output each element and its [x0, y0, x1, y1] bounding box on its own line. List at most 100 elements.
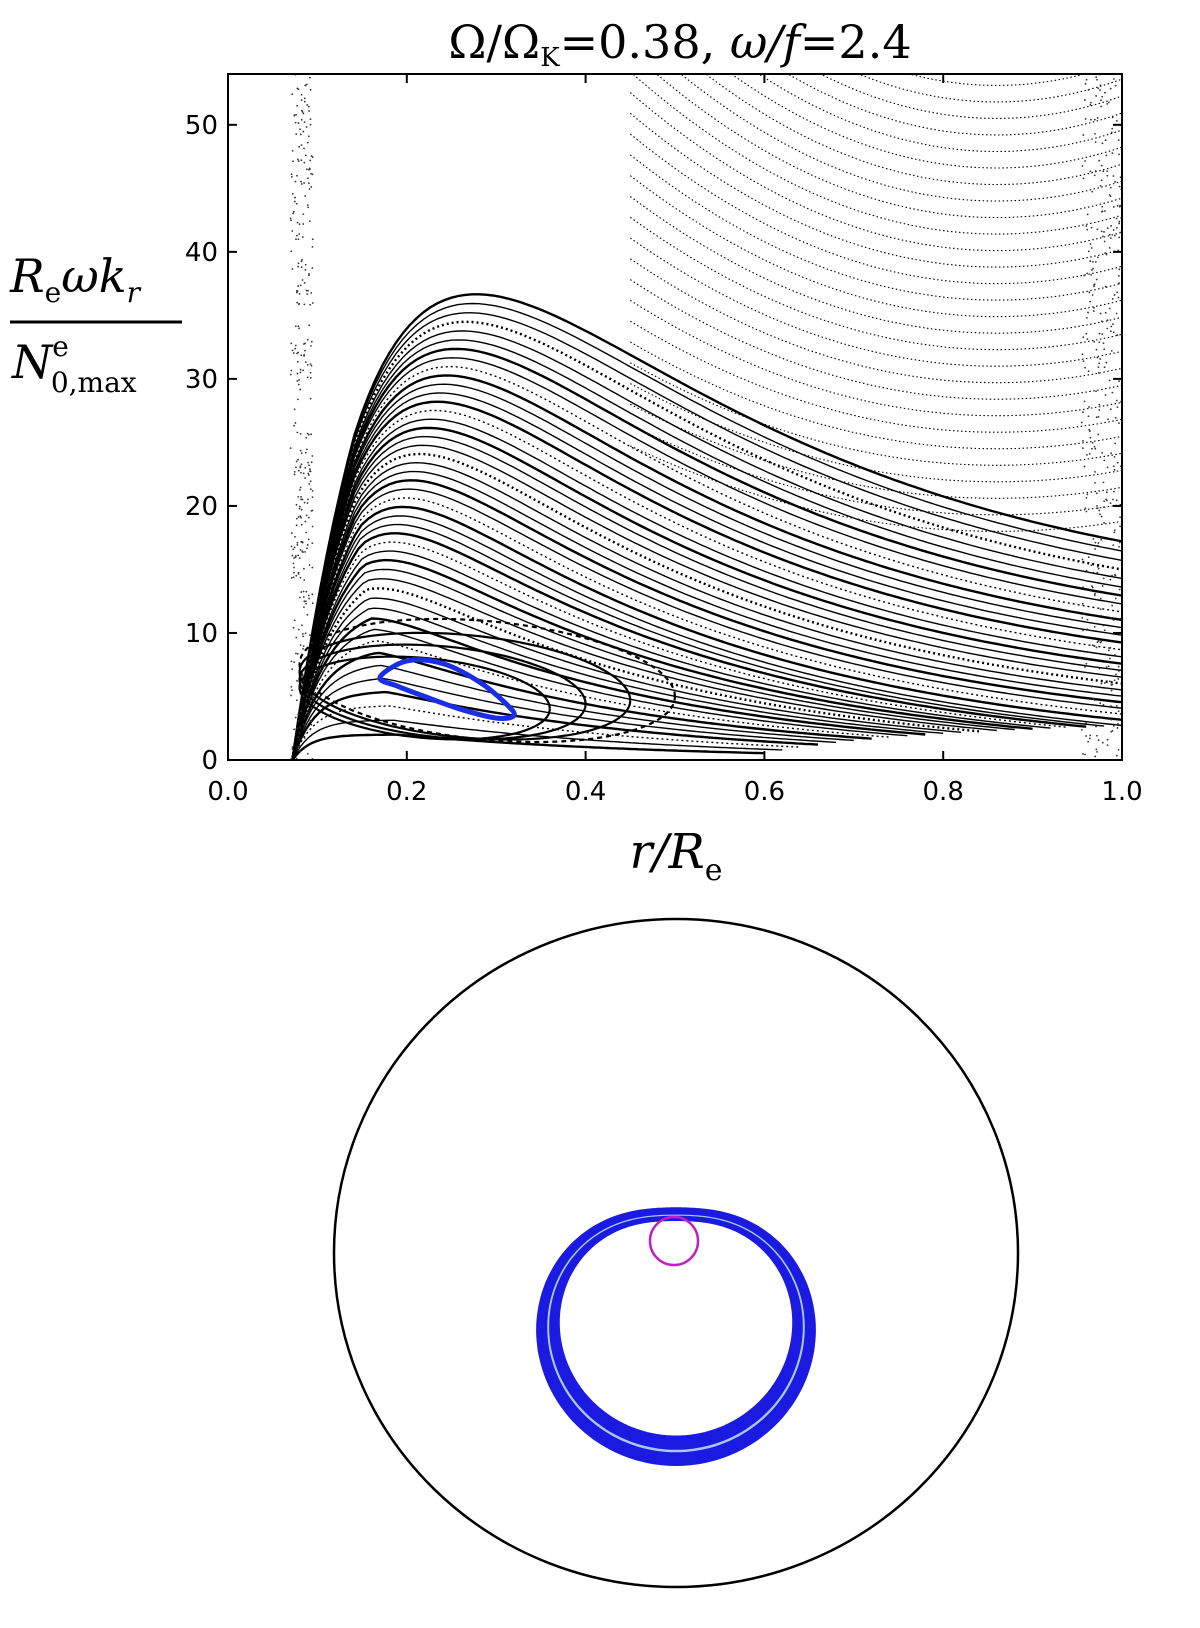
chaotic-point [1101, 585, 1104, 587]
chaotic-point [1100, 164, 1103, 167]
chaotic-point [311, 245, 314, 248]
orbit-u-curve [655, 74, 1122, 219]
chaotic-point [1100, 320, 1103, 323]
chaotic-point [1117, 626, 1120, 629]
chaotic-point [1110, 730, 1113, 733]
chaotic-point [303, 737, 306, 739]
chaotic-point [294, 180, 297, 183]
chaotic-point [311, 642, 313, 645]
chaotic-point [310, 651, 313, 653]
orbit-arch [291, 444, 1122, 760]
chaotic-point [309, 88, 312, 91]
chaotic-point [309, 468, 311, 471]
chaotic-point [1083, 274, 1085, 277]
chaotic-point [294, 535, 296, 538]
chaotic-point [302, 635, 305, 638]
chaotic-point [1107, 665, 1110, 668]
chaotic-point [1082, 411, 1084, 414]
chaotic-point [290, 545, 293, 548]
boundary-circle [332, 917, 1020, 1589]
chaotic-point [1109, 87, 1112, 90]
chaotic-point [306, 752, 309, 755]
chaotic-point [305, 289, 308, 292]
chaotic-point [302, 695, 305, 698]
chaotic-point [1088, 406, 1090, 408]
chaotic-point [293, 619, 296, 622]
chaotic-point [1103, 629, 1106, 632]
chaotic-point [306, 177, 309, 180]
chaotic-point [1103, 521, 1105, 524]
chaotic-point [1090, 564, 1093, 567]
chaotic-point [1104, 653, 1107, 656]
chaotic-point [307, 182, 310, 185]
chaotic-point [1112, 323, 1114, 326]
chaotic-point [300, 540, 303, 543]
chaotic-point [304, 349, 306, 352]
chaotic-point [311, 733, 314, 736]
chaotic-point [1086, 228, 1089, 231]
chaotic-point [1096, 641, 1099, 644]
chaotic-point [298, 505, 301, 508]
chaotic-point [308, 564, 311, 566]
chaotic-point [1114, 84, 1117, 87]
chaotic-point [294, 347, 297, 350]
chaotic-point [293, 473, 296, 476]
chaotic-point [1108, 657, 1111, 660]
chaotic-point [305, 83, 308, 86]
chaotic-point [296, 679, 298, 682]
chaotic-point [296, 301, 299, 304]
chaotic-point [1102, 235, 1104, 238]
chaotic-point [291, 192, 294, 195]
chaotic-point [301, 279, 304, 281]
orbit-arch [291, 330, 1122, 760]
chaotic-point [1098, 509, 1101, 512]
chaotic-point [1113, 653, 1116, 656]
chaotic-point [293, 571, 295, 574]
chaotic-point [309, 719, 312, 722]
orbit-u-curve [757, 74, 1122, 153]
x-tick-label: 1.0 [1101, 777, 1142, 807]
chaotic-point [1091, 585, 1093, 588]
chaotic-point [1085, 569, 1088, 572]
chaotic-point [306, 613, 309, 616]
chaotic-point [1091, 447, 1093, 450]
chaotic-point [291, 268, 294, 270]
chaotic-point [1104, 91, 1106, 94]
chaotic-point [303, 161, 306, 164]
chaotic-point [1092, 267, 1094, 270]
chaotic-point [307, 474, 310, 476]
chaotic-point [1111, 127, 1114, 130]
chaotic-point [1108, 379, 1111, 382]
chaotic-point [295, 757, 298, 760]
chart-title: Ω/ΩK=0.38, ω/f=2.4 [448, 15, 911, 73]
chaotic-point [300, 516, 302, 519]
chaotic-point [307, 538, 310, 541]
chaotic-point [295, 652, 297, 655]
chaotic-point [306, 432, 309, 435]
chaotic-point [1082, 177, 1085, 180]
chaotic-point [293, 114, 296, 116]
chaotic-point [296, 380, 299, 382]
chaotic-point [1111, 683, 1114, 686]
chaotic-point [308, 634, 311, 637]
trajectory-loop [553, 1216, 799, 1443]
chaotic-point [308, 652, 311, 655]
y-label-num-main: R [9, 249, 45, 303]
chaotic-point [1095, 76, 1098, 79]
chaotic-point [305, 602, 308, 605]
chaotic-point [304, 195, 307, 197]
plot-frame [227, 73, 1123, 761]
chaotic-point [1082, 439, 1084, 442]
chaotic-point [306, 363, 309, 366]
chaotic-point [1112, 331, 1115, 334]
chaotic-point [300, 266, 303, 269]
chaotic-point [1089, 436, 1092, 439]
chaotic-point [1112, 229, 1115, 231]
chaotic-point [1093, 174, 1096, 177]
chaotic-point [302, 645, 305, 648]
chaotic-point [1102, 481, 1105, 484]
chaotic-point [291, 668, 294, 671]
chaotic-point [309, 159, 312, 162]
chaotic-point [1096, 356, 1099, 359]
chaotic-point [290, 250, 293, 253]
